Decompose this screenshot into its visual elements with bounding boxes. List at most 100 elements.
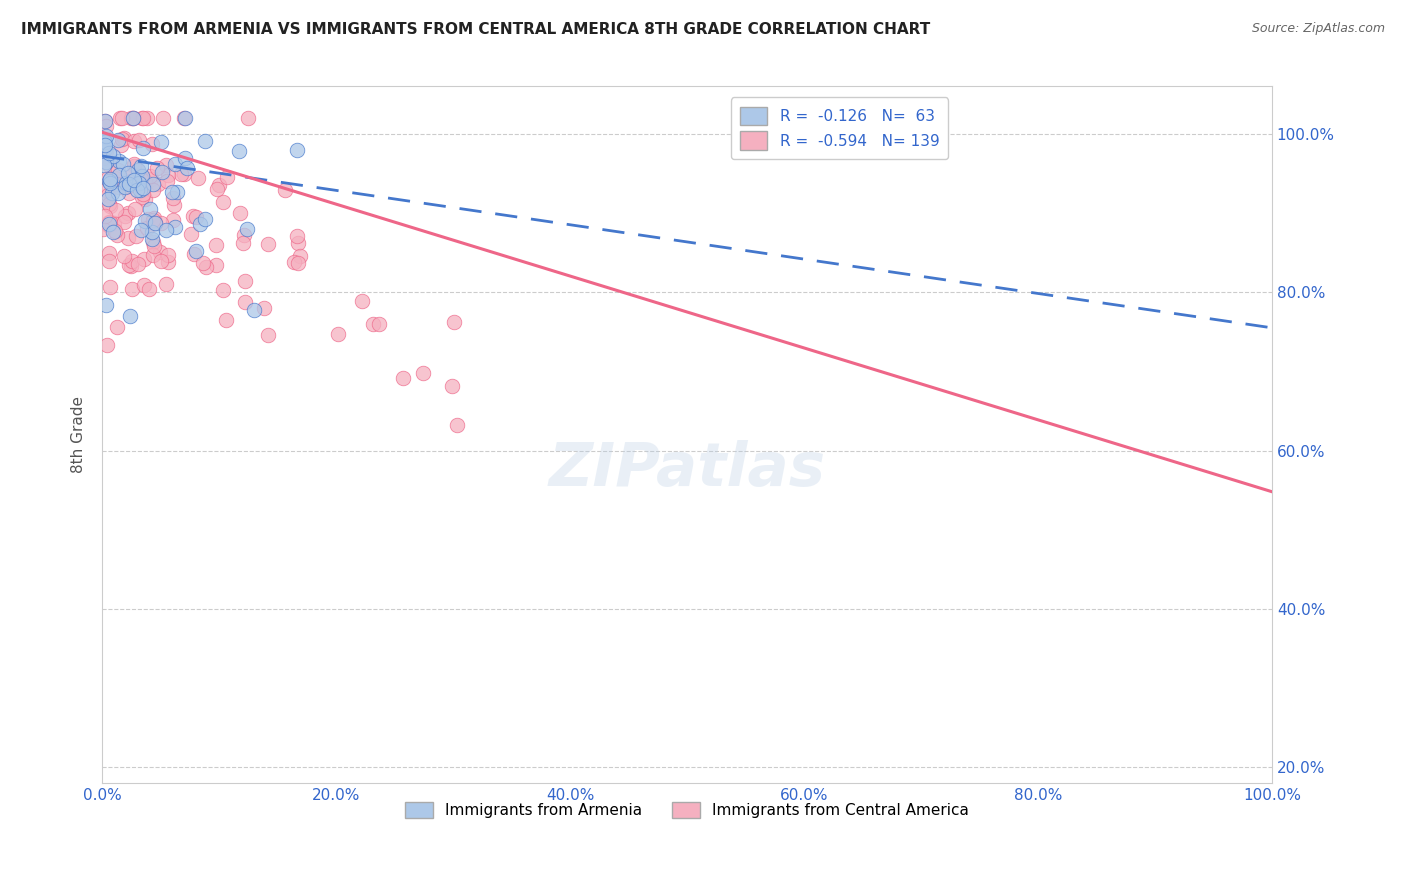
Point bbox=[127, 163, 149, 178]
Point bbox=[107, 163, 129, 178]
Point bbox=[152, 111, 174, 125]
Point bbox=[142, 178, 165, 192]
Point bbox=[132, 111, 155, 125]
Point bbox=[114, 180, 136, 194]
Point bbox=[131, 169, 153, 183]
Point bbox=[176, 161, 198, 175]
Point bbox=[238, 111, 260, 125]
Point bbox=[131, 159, 153, 173]
Point bbox=[141, 232, 163, 246]
Point bbox=[233, 294, 256, 309]
Text: IMMIGRANTS FROM ARMENIA VS IMMIGRANTS FROM CENTRAL AMERICA 8TH GRADE CORRELATION: IMMIGRANTS FROM ARMENIA VS IMMIGRANTS FR… bbox=[21, 22, 931, 37]
Point bbox=[149, 245, 172, 260]
Point bbox=[134, 278, 156, 293]
Point bbox=[110, 138, 132, 153]
Point bbox=[211, 194, 233, 209]
Point bbox=[232, 236, 254, 251]
Point bbox=[122, 111, 145, 125]
Point bbox=[129, 171, 152, 186]
Point bbox=[204, 258, 226, 272]
Point bbox=[184, 210, 207, 224]
Point bbox=[117, 231, 139, 245]
Point bbox=[170, 167, 193, 181]
Point bbox=[122, 111, 145, 125]
Point bbox=[98, 254, 121, 268]
Point bbox=[101, 225, 124, 239]
Point bbox=[121, 254, 143, 268]
Point bbox=[350, 293, 373, 308]
Point bbox=[134, 174, 156, 188]
Point bbox=[118, 174, 141, 188]
Point bbox=[145, 161, 167, 175]
Point bbox=[142, 213, 165, 227]
Point bbox=[104, 170, 127, 185]
Point bbox=[134, 214, 156, 228]
Point bbox=[97, 171, 120, 186]
Point bbox=[285, 229, 308, 244]
Point bbox=[98, 176, 121, 190]
Point bbox=[208, 178, 231, 192]
Point bbox=[128, 183, 150, 197]
Point bbox=[150, 135, 173, 149]
Point bbox=[97, 217, 120, 231]
Point bbox=[156, 248, 179, 262]
Point bbox=[118, 186, 141, 200]
Point bbox=[98, 174, 121, 188]
Point bbox=[108, 180, 131, 194]
Point bbox=[174, 111, 197, 125]
Point bbox=[98, 214, 121, 228]
Point bbox=[114, 209, 136, 223]
Point bbox=[215, 313, 238, 327]
Point bbox=[97, 192, 120, 206]
Text: ZIPatlas: ZIPatlas bbox=[548, 440, 825, 499]
Point bbox=[135, 220, 157, 235]
Point bbox=[283, 254, 305, 268]
Point bbox=[155, 223, 177, 237]
Point bbox=[127, 168, 149, 182]
Point bbox=[94, 142, 117, 156]
Point bbox=[98, 246, 121, 260]
Point bbox=[98, 199, 121, 213]
Point bbox=[162, 212, 184, 227]
Point bbox=[253, 301, 276, 315]
Point bbox=[131, 111, 153, 125]
Point bbox=[103, 216, 125, 230]
Point bbox=[118, 177, 141, 191]
Point bbox=[96, 338, 118, 352]
Point bbox=[229, 206, 252, 220]
Point bbox=[121, 282, 143, 296]
Point bbox=[155, 158, 177, 172]
Point bbox=[93, 136, 115, 150]
Point bbox=[122, 156, 145, 170]
Point bbox=[117, 179, 139, 194]
Point bbox=[212, 283, 235, 297]
Point bbox=[128, 133, 150, 147]
Point bbox=[105, 227, 128, 242]
Point bbox=[180, 227, 202, 242]
Point bbox=[107, 153, 129, 168]
Point bbox=[412, 367, 434, 381]
Point bbox=[96, 298, 118, 312]
Point bbox=[135, 111, 157, 125]
Point bbox=[110, 132, 132, 146]
Point bbox=[93, 134, 115, 148]
Point bbox=[93, 151, 115, 165]
Point bbox=[441, 379, 464, 393]
Point bbox=[129, 223, 152, 237]
Point bbox=[107, 133, 129, 147]
Point bbox=[157, 254, 180, 268]
Point bbox=[290, 249, 312, 263]
Point bbox=[162, 185, 184, 199]
Point bbox=[96, 188, 118, 202]
Point bbox=[256, 328, 278, 343]
Point bbox=[101, 186, 124, 201]
Point bbox=[242, 303, 264, 318]
Point bbox=[183, 246, 205, 260]
Point bbox=[105, 202, 128, 217]
Point bbox=[124, 202, 146, 216]
Point bbox=[163, 198, 186, 212]
Point bbox=[94, 129, 117, 144]
Point bbox=[94, 145, 117, 159]
Point bbox=[143, 238, 166, 252]
Point bbox=[150, 164, 173, 178]
